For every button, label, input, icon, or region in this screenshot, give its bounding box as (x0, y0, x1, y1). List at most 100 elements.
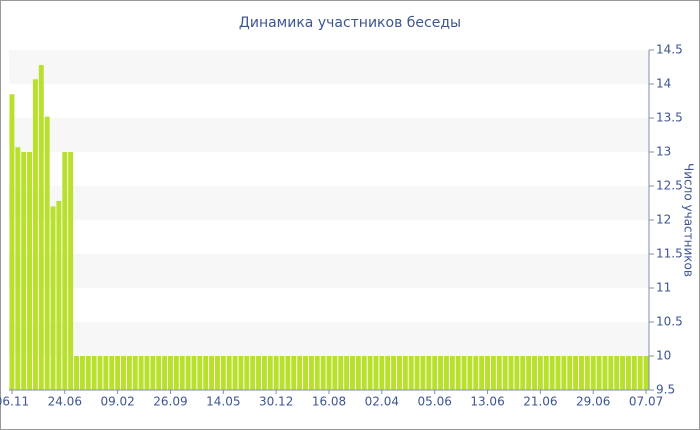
y-tick-label: 11 (656, 281, 671, 295)
bar (502, 356, 508, 390)
bar (584, 356, 590, 390)
x-tick-label: 09.02 (100, 395, 134, 409)
bar (103, 356, 109, 390)
bar (443, 356, 449, 390)
bar (367, 356, 373, 390)
bar (385, 356, 391, 390)
bar (602, 356, 608, 390)
bar (191, 356, 197, 390)
x-tick-label: 21.06 (523, 395, 557, 409)
grid-band (9, 186, 649, 220)
bar (261, 356, 267, 390)
bar (573, 356, 579, 390)
bar (150, 356, 156, 390)
bar (326, 356, 332, 390)
bar (179, 356, 185, 390)
bar (449, 356, 455, 390)
bar (203, 356, 209, 390)
x-tick-label: 24.06 (48, 395, 82, 409)
bar (590, 356, 596, 390)
bar (44, 116, 50, 390)
chart-title: Динамика участников беседы (239, 15, 461, 31)
bar (620, 356, 626, 390)
y-tick-label: 9.5 (656, 383, 675, 397)
bar (344, 356, 350, 390)
bar (496, 356, 502, 390)
bar (232, 356, 238, 390)
bar (74, 356, 79, 390)
bar (473, 356, 479, 390)
bar (391, 356, 397, 390)
bar (338, 356, 344, 390)
y-tick-label: 12.5 (656, 179, 683, 193)
bar (185, 356, 191, 390)
bar (438, 356, 444, 390)
bar (250, 356, 256, 390)
bar (21, 152, 27, 390)
grid-band (9, 254, 649, 288)
bar (9, 94, 15, 390)
bar (68, 152, 74, 390)
bar (132, 356, 138, 390)
bar (402, 356, 408, 390)
bar (173, 356, 179, 390)
y-axis-label: Число участников (682, 163, 696, 277)
bar (32, 79, 38, 391)
bar (144, 356, 150, 390)
bar (408, 356, 414, 390)
bar (273, 356, 279, 390)
bar (614, 356, 620, 390)
bar (490, 356, 496, 390)
bar (426, 356, 432, 390)
y-tick-label: 13 (656, 145, 671, 159)
bar (379, 356, 385, 390)
x-tick-label: 29.06 (576, 395, 610, 409)
bar (643, 356, 649, 390)
bar (373, 356, 379, 390)
bar (461, 356, 467, 390)
bar (238, 356, 244, 390)
x-tick-label: 16.08 (312, 395, 346, 409)
bar (279, 356, 285, 390)
x-tick-label: 26.09 (153, 395, 187, 409)
bar (303, 356, 308, 390)
bar (256, 356, 262, 390)
y-tick-label: 13.5 (656, 111, 683, 125)
y-tick-label: 10.5 (656, 315, 683, 329)
bar (62, 152, 68, 390)
bar (244, 356, 250, 390)
bar (291, 356, 297, 390)
y-tick-label: 12 (656, 213, 671, 227)
x-tick-label: 14.05 (206, 395, 240, 409)
bar (455, 356, 461, 390)
bar (91, 356, 97, 390)
bar (414, 356, 420, 390)
bar (209, 356, 215, 390)
bar (561, 356, 567, 390)
bar (320, 356, 326, 390)
bar (543, 356, 549, 390)
bar (168, 356, 173, 390)
y-tick-label: 14 (656, 77, 671, 91)
bar (285, 356, 291, 390)
bar (637, 356, 643, 390)
bar (625, 356, 631, 390)
bar (420, 356, 426, 390)
bar (332, 356, 338, 390)
x-tick-label: 13.06 (470, 395, 504, 409)
bar (297, 356, 303, 390)
bar (50, 206, 56, 390)
x-tick-label: 30.12 (259, 395, 293, 409)
bar (162, 356, 168, 390)
bar (361, 356, 367, 390)
bar (520, 356, 526, 390)
x-tick-label: 02.04 (365, 395, 399, 409)
x-tick-label: 06.11 (0, 395, 29, 409)
grid-band (9, 50, 649, 84)
bar (138, 356, 144, 390)
bar (432, 356, 438, 390)
bar (85, 356, 91, 390)
y-tick-label: 10 (656, 349, 671, 363)
bar (226, 356, 232, 390)
bar (197, 356, 203, 390)
